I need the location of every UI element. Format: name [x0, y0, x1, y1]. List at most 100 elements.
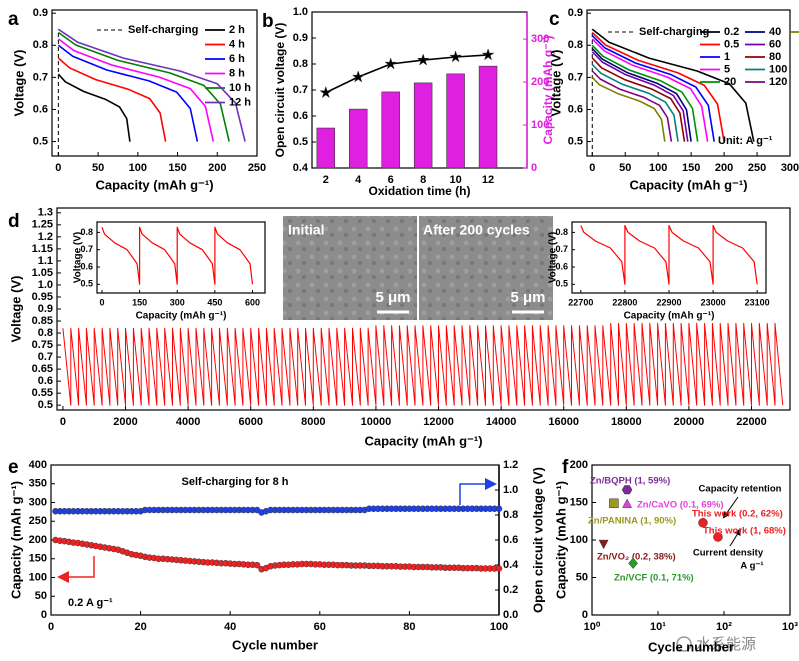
annotation: Self-charging for 8 h [182, 476, 289, 488]
watermark: 水系能源 [676, 636, 756, 653]
panel-label: e [8, 457, 19, 478]
data-line [57, 31, 230, 142]
data-point [351, 70, 365, 83]
y-tick-label: 0 [582, 609, 588, 621]
y-tick-label: 0.9 [38, 303, 53, 315]
x-tick-label: 0 [60, 416, 66, 428]
data-point [449, 50, 463, 63]
x-axis-label: Capacity (mAh g⁻¹) [364, 433, 482, 448]
x-tick-label: 300 [170, 297, 185, 307]
y-tick-label: 350 [29, 478, 47, 490]
y-tick-label: 0.6 [568, 103, 583, 115]
x-tick-label: 22900 [656, 297, 681, 307]
data-line [591, 47, 692, 142]
x-tick-label: 4 [355, 174, 362, 186]
y-tick-label: 0.85 [32, 315, 53, 327]
bar [381, 91, 400, 169]
data-point [698, 518, 708, 528]
y-tick-label: 1.1 [38, 255, 53, 267]
x-tick-label: 14000 [486, 416, 517, 428]
x-tick-label: 150 [682, 162, 700, 174]
data-point [495, 565, 503, 572]
x-tick-label: 22000 [736, 416, 767, 428]
watermark-icon [676, 636, 692, 652]
point-label: Zn/BQPH (1, 59%) [590, 476, 670, 487]
y-tick-label: 0.5 [568, 135, 583, 147]
y-tick-label: 200 [570, 459, 588, 471]
y-tick-label: 250 [29, 515, 47, 527]
y2-tick-label: 0.4 [503, 559, 519, 571]
data-point [319, 85, 333, 99]
legend-label: 6 h [229, 53, 245, 65]
data-line [591, 63, 679, 142]
y-tick-label: 0.6 [555, 261, 568, 271]
sem-label: After 200 cycles [423, 222, 530, 238]
legend-label: 100 [769, 63, 787, 75]
y-tick-label: 0.95 [32, 291, 53, 303]
y-tick-label: 0.7 [80, 244, 93, 254]
y-tick-label: 1.2 [38, 231, 53, 243]
x-tick-label: 10⁰ [584, 621, 601, 633]
x-tick-label: 2 [323, 174, 329, 186]
data-line [57, 73, 131, 142]
panel-label: b [262, 11, 274, 32]
x-tick-label: 10 [449, 174, 461, 186]
legend-label: 20 [724, 76, 736, 88]
x-tick-label: 16000 [548, 416, 579, 428]
y2-tick-label: 300 [531, 33, 549, 45]
y-tick-label: 0.4 [293, 162, 309, 174]
y-tick-label: 100 [29, 571, 47, 583]
legend-label: 0.5 [724, 38, 739, 50]
x-tick-label: 23000 [701, 297, 726, 307]
plot-frame [586, 9, 791, 157]
y-tick-label: 0.9 [568, 7, 583, 19]
x-tick-label: 40 [224, 621, 236, 633]
data-point [598, 539, 609, 550]
x-tick-label: 6 [388, 174, 394, 186]
arrow [729, 528, 742, 547]
x-tick-label: 18000 [611, 416, 642, 428]
y-tick-label: 0.65 [32, 363, 53, 375]
y-tick-label: 1.05 [32, 267, 53, 279]
x-tick-label: 250 [748, 162, 766, 174]
data-point [713, 532, 723, 542]
point-label: Zn/VO₂ (0.2, 38%) [597, 552, 676, 563]
y-tick-label: 50 [576, 571, 588, 583]
arrow [722, 496, 739, 519]
x-tick-label: 80 [403, 621, 415, 633]
scale-label: 5 μm [375, 289, 410, 306]
legend-label: 5 [724, 63, 730, 75]
y-tick-label: 0.7 [38, 351, 53, 363]
y2-tick-label: 100 [531, 119, 549, 131]
y-axis-label: Open circuit voltage (V) [273, 23, 287, 158]
data-line [591, 35, 715, 142]
x-axis-label: Capacity (mAh g⁻¹) [136, 311, 227, 322]
point-label: Zn/VCF (0.1, 71%) [614, 573, 694, 584]
annotation: 0.2 A g⁻¹ [68, 597, 113, 609]
y-tick-label: 0.8 [568, 39, 583, 51]
x-tick-label: 100 [490, 621, 508, 633]
sem-label: Initial [288, 222, 325, 238]
y-axis-label: Capacity (mAh g⁻¹) [8, 481, 23, 599]
bar [446, 73, 465, 169]
x-tick-label: 50 [92, 162, 104, 174]
data-line [591, 44, 699, 142]
x-tick-label: 150 [132, 297, 147, 307]
x-tick-label: 100 [129, 162, 147, 174]
y-tick-label: 0.8 [555, 227, 568, 237]
y2-tick-label: 0.8 [503, 509, 518, 521]
y-axis-label: Voltage (V) [8, 276, 23, 343]
sem-panel: Initial After 200 cycles 5 μm 5 μm [283, 216, 553, 320]
data-line [591, 70, 673, 142]
y-tick-label: 0.5 [555, 279, 568, 289]
x-tick-label: 0 [55, 162, 61, 174]
x-tick-label: 8 [420, 174, 426, 186]
x-tick-label: 4000 [176, 416, 200, 428]
y-axis-label: Capacity (mAh g⁻¹) [553, 481, 568, 599]
y-tick-label: 0.6 [33, 103, 48, 115]
y2-tick-label: 0.0 [503, 609, 518, 621]
x-tick-label: 0 [48, 621, 54, 633]
legend-label: 60 [769, 38, 781, 50]
y2-tick-label: 0.2 [503, 584, 518, 596]
x-tick-label: 6000 [238, 416, 262, 428]
